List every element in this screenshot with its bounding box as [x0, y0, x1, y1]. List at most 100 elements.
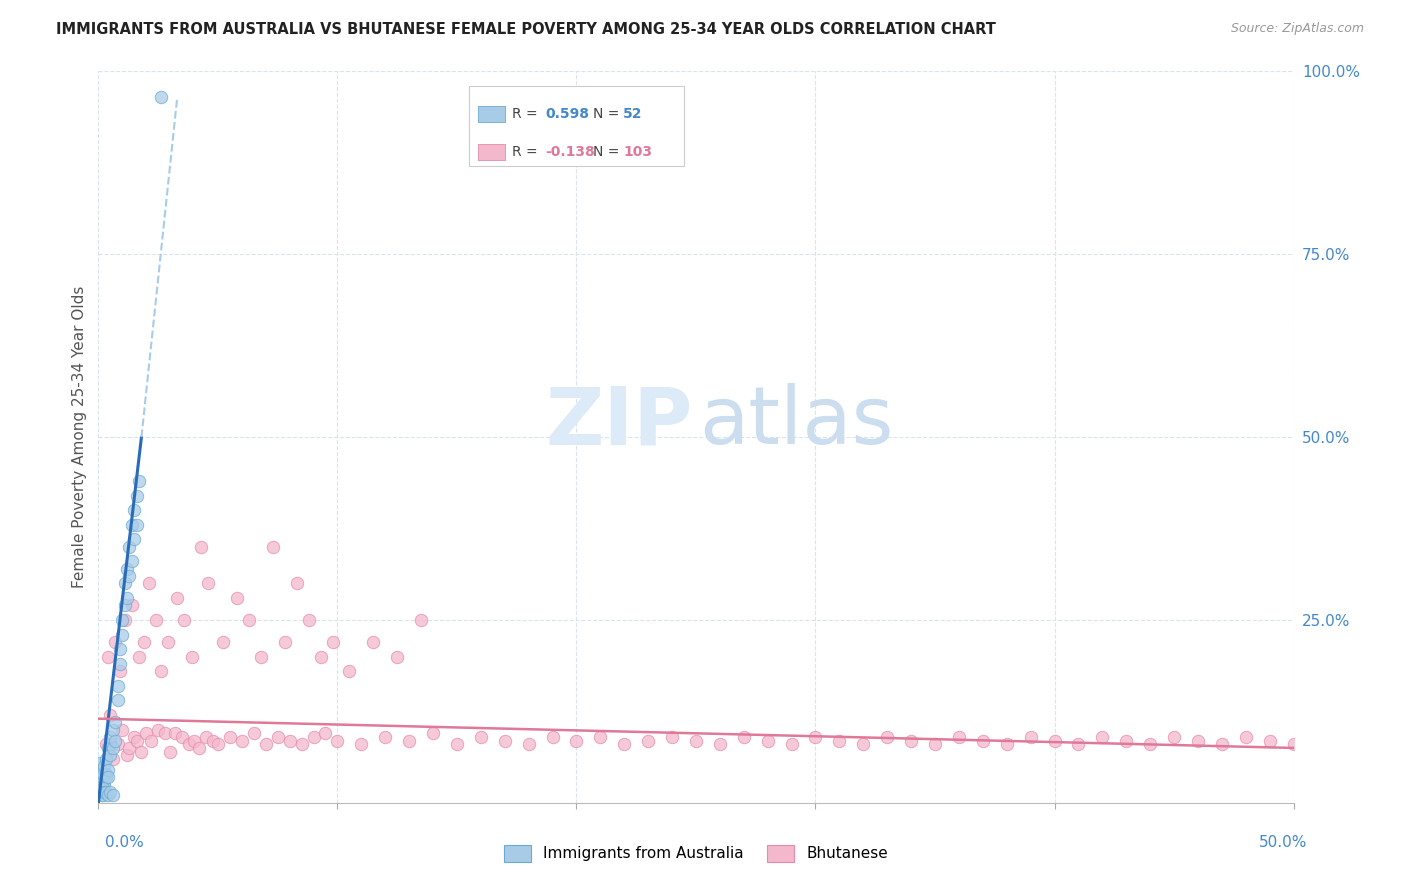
- Point: [132, 635, 155, 649]
- Point: [156, 635, 179, 649]
- Point: [94, 737, 117, 751]
- Point: [128, 474, 150, 488]
- Point: [211, 635, 233, 649]
- Point: [1115, 733, 1137, 747]
- Point: [202, 733, 225, 747]
- Point: [756, 733, 779, 747]
- Point: [97, 770, 120, 784]
- Point: [121, 517, 143, 532]
- Point: [363, 635, 385, 649]
- Point: [115, 562, 138, 576]
- Point: [197, 576, 219, 591]
- Point: [108, 642, 131, 657]
- Point: [780, 737, 803, 751]
- Point: [98, 730, 122, 744]
- Point: [93, 785, 115, 799]
- Point: [118, 569, 141, 583]
- Point: [145, 613, 167, 627]
- Point: [89, 781, 111, 796]
- Point: [91, 785, 114, 799]
- Text: IMMIGRANTS FROM AUSTRALIA VS BHUTANESE FEMALE POVERTY AMONG 25-34 YEAR OLDS CORR: IMMIGRANTS FROM AUSTRALIA VS BHUTANESE F…: [56, 22, 995, 37]
- Point: [101, 752, 124, 766]
- Point: [104, 733, 127, 747]
- Point: [254, 737, 277, 751]
- Point: [90, 763, 112, 777]
- Point: [125, 733, 148, 747]
- Point: [155, 726, 177, 740]
- Point: [94, 785, 117, 799]
- Point: [101, 789, 124, 803]
- Point: [97, 649, 120, 664]
- Point: [613, 737, 636, 751]
- Point: [159, 745, 181, 759]
- Point: [900, 733, 922, 747]
- Point: [411, 613, 433, 627]
- Point: [172, 730, 194, 744]
- Point: [589, 730, 612, 744]
- Point: [115, 748, 138, 763]
- Legend: Immigrants from Australia, Bhutanese: Immigrants from Australia, Bhutanese: [498, 838, 894, 868]
- Point: [274, 635, 297, 649]
- Point: [135, 726, 157, 740]
- Point: [93, 778, 115, 792]
- Point: [243, 726, 266, 740]
- Point: [1282, 737, 1305, 751]
- Point: [1019, 730, 1042, 744]
- Point: [1043, 733, 1066, 747]
- Point: [91, 781, 114, 796]
- Point: [828, 733, 851, 747]
- Text: R =: R =: [512, 145, 541, 159]
- Point: [124, 533, 146, 547]
- Point: [219, 730, 242, 744]
- FancyBboxPatch shape: [470, 86, 685, 167]
- Point: [315, 726, 337, 740]
- Point: [422, 726, 444, 740]
- Point: [226, 591, 249, 605]
- Point: [195, 730, 218, 744]
- Point: [374, 730, 396, 744]
- Point: [107, 693, 129, 707]
- Text: N =: N =: [593, 145, 624, 159]
- Point: [685, 733, 707, 747]
- Point: [924, 737, 946, 751]
- Point: [118, 540, 141, 554]
- Point: [97, 789, 120, 803]
- Point: [128, 649, 150, 664]
- Point: [350, 737, 373, 751]
- Point: [541, 730, 564, 744]
- Point: [93, 759, 115, 773]
- Point: [114, 576, 136, 591]
- Point: [90, 789, 112, 803]
- Point: [108, 657, 131, 671]
- Point: [876, 730, 898, 744]
- Point: [190, 540, 212, 554]
- Point: [1258, 733, 1281, 747]
- Point: [108, 664, 131, 678]
- Point: [285, 576, 308, 591]
- Text: 52: 52: [623, 107, 643, 121]
- Point: [291, 737, 314, 751]
- Text: atlas: atlas: [700, 384, 894, 461]
- Point: [118, 740, 141, 755]
- Point: [98, 748, 122, 763]
- Point: [661, 730, 683, 744]
- Point: [1234, 730, 1257, 744]
- Point: [709, 737, 731, 751]
- Point: [104, 715, 127, 730]
- Bar: [478, 106, 505, 122]
- Point: [98, 785, 122, 799]
- Point: [637, 733, 659, 747]
- Point: [139, 733, 162, 747]
- Point: [94, 752, 117, 766]
- Point: [267, 730, 290, 744]
- Point: [298, 613, 321, 627]
- Point: [107, 737, 129, 751]
- Point: [494, 733, 516, 747]
- Point: [149, 90, 172, 104]
- Point: [733, 730, 755, 744]
- Point: [138, 576, 160, 591]
- Point: [94, 770, 117, 784]
- Point: [124, 503, 146, 517]
- Point: [91, 766, 114, 780]
- Point: [89, 785, 111, 799]
